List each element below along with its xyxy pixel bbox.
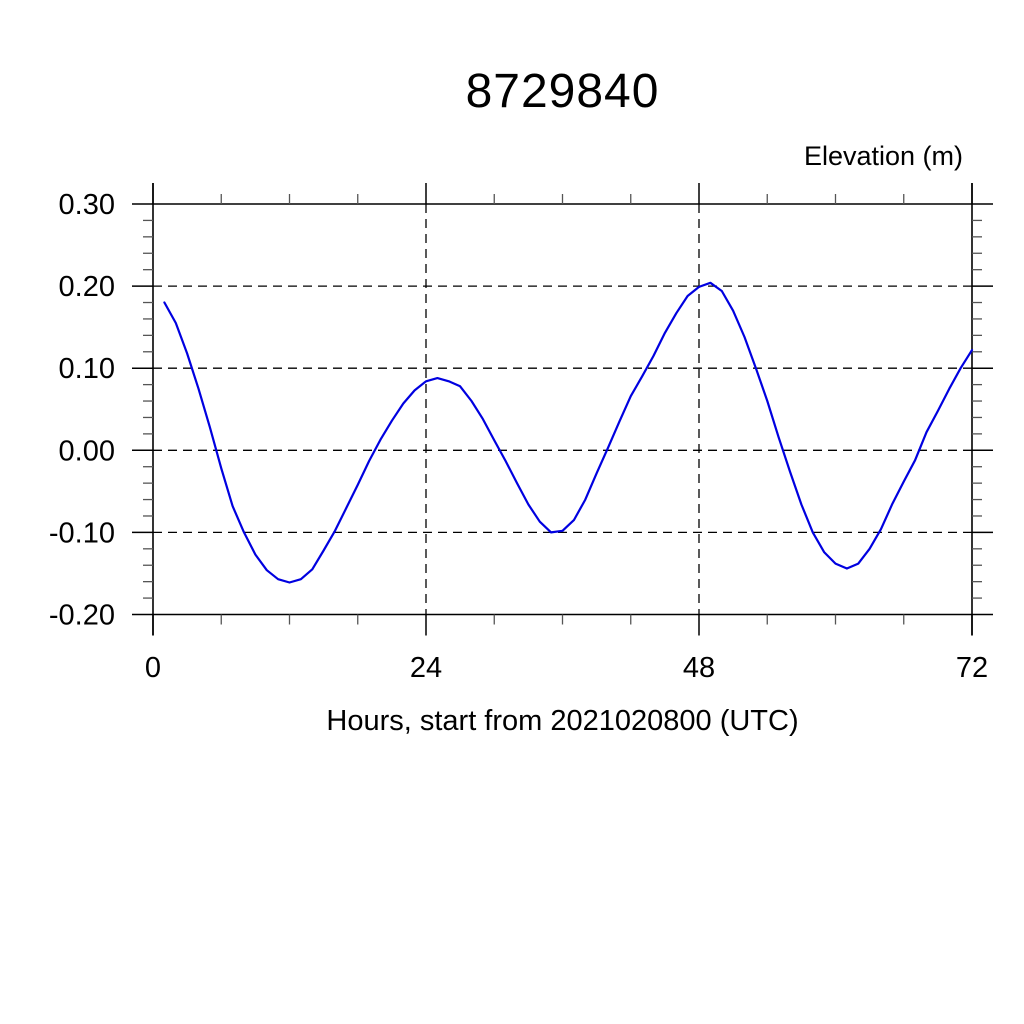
y-tick-label: 0.10	[59, 353, 115, 385]
y-tick-label: 0.20	[59, 271, 115, 303]
x-tick-label: 72	[956, 652, 988, 684]
x-axis-label: Hours, start from 2021020800 (UTC)	[326, 705, 799, 737]
y-tick-label: -0.20	[49, 600, 115, 632]
y-tick-label: 0.30	[59, 189, 115, 221]
y-tick-label: -0.10	[49, 517, 115, 549]
x-tick-label: 48	[683, 652, 715, 684]
plot-title: 8729840	[465, 65, 660, 118]
y-tick-label: 0.00	[59, 435, 115, 467]
x-tick-label: 0	[145, 652, 161, 684]
elevation-curve	[163, 281, 974, 584]
y-axis-title: Elevation (m)	[803, 141, 963, 171]
x-tick-label: 24	[410, 652, 442, 684]
